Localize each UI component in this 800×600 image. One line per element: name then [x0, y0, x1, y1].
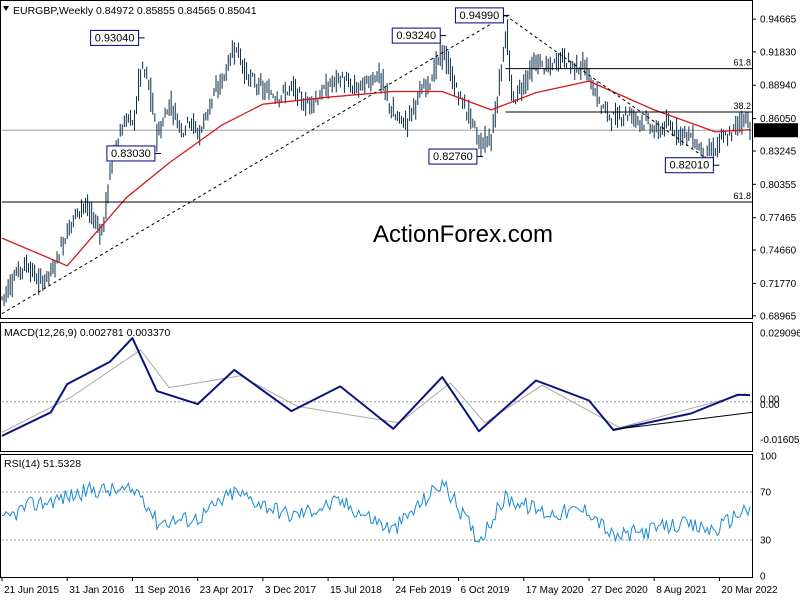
macd-tick-label: 0.00: [760, 394, 780, 405]
date-tick-label: 17 May 2020: [526, 585, 584, 596]
date-tick-label: 23 Apr 2017: [200, 585, 254, 596]
macd-tick-label: -0.016055: [760, 435, 800, 446]
chart-title: EURGBP,Weekly: [13, 5, 94, 17]
macd-line: [1, 337, 751, 437]
date-tick-label: 6 Oct 2019: [461, 585, 510, 596]
price-tick-label: 0.86050: [760, 114, 797, 125]
macd-title: MACD(12,26,9) 0.002781 0.003370: [4, 327, 171, 339]
current-price-label: 0.85041: [757, 126, 794, 137]
rsi-tick-label: 30: [760, 536, 772, 547]
date-tick-label: 11 Sep 2016: [134, 585, 190, 596]
annotation-label: 0.93040: [95, 32, 135, 44]
price-bars: [1, 19, 751, 307]
price-annotation-layer: 0.93040 0.83030 0.93240 0.82760 0.94990 0.820…: [90, 7, 720, 174]
price-tick-label: 0.94665: [760, 15, 797, 26]
annotation-box: [106, 145, 156, 162]
price-tick-label: 0.71770: [760, 279, 797, 290]
fibonacci-level-label: 61.8: [733, 58, 751, 68]
rsi-tick-label: 70: [760, 488, 772, 499]
date-tick-label: 27 Dec 2020: [591, 585, 648, 596]
macd-layer: [1, 337, 753, 437]
macd-trendline: [613, 411, 753, 431]
date-tick-label: 31 Jan 2016: [69, 585, 124, 596]
fibonacci-level-label: 38.2: [733, 101, 751, 111]
price-panel-frame: [0, 0, 753, 319]
rsi-panel-frame: [0, 454, 753, 578]
annotation-label: 0.94990: [460, 10, 500, 22]
moving-average-layer: [1, 80, 751, 267]
rsi-tick-label: 100: [760, 452, 777, 463]
price-tick-label: 0.88940: [760, 81, 797, 92]
date-tick-label: 21 Jun 2015: [4, 585, 59, 596]
title-marker-icon: [3, 6, 9, 11]
price-tick-label: 0.80355: [760, 180, 797, 191]
date-tick-label: 3 Dec 2017: [265, 585, 317, 596]
price-tick-label: 0.68965: [760, 311, 797, 322]
macd-signal-line: [1, 349, 747, 433]
annotation-box: [664, 157, 714, 174]
date-tick-label: 24 Feb 2019: [395, 585, 452, 596]
macd-tick-label: 0.029096: [760, 329, 800, 340]
price-tick-label: 0.83245: [760, 146, 797, 157]
price-tick-label: 0.77465: [760, 213, 797, 224]
macd-tick-label: 0.00: [760, 400, 780, 411]
rsi-line: [1, 478, 751, 543]
date-tick-label: 20 Mar 2022: [721, 585, 778, 596]
moving-average-line: [1, 80, 751, 267]
date-tick-label: 15 Jul 2018: [330, 585, 382, 596]
price-tick-label: 0.74660: [760, 246, 797, 257]
ohlc-readout: 0.84972 0.85855 0.84565 0.85041: [96, 5, 257, 17]
annotation-label: 0.93240: [396, 30, 436, 42]
trendline-layer: 61.8 38.2 61.8: [1, 14, 752, 315]
fibonacci-level-label: 61.8: [733, 191, 751, 201]
rsi-title: RSI(14) 51.5328: [4, 458, 81, 470]
falling-trendline: [505, 14, 716, 166]
annotation-box: [90, 29, 140, 46]
current-price-box: [754, 123, 798, 138]
rising-trendline: [1, 14, 506, 315]
annotation-box: [428, 148, 478, 165]
rsi-layer: [1, 478, 752, 543]
annotation-box: [454, 7, 504, 24]
annotation-label: 0.83030: [111, 148, 151, 160]
rsi-tick-label: 0: [760, 572, 766, 583]
annotation-label: 0.82010: [669, 160, 709, 172]
annotation-label: 0.82760: [433, 151, 473, 163]
macd-panel-frame: [0, 322, 753, 452]
annotation-box: [391, 27, 441, 44]
watermark: ActionForex.com: [373, 221, 553, 248]
date-tick-label: 8 Aug 2021: [656, 585, 707, 596]
price-tick-label: 0.91830: [760, 47, 797, 58]
axis-layer: 0.94665 0.91830 0.88940 0.86050 0.83245 0.803…: [1, 15, 800, 596]
